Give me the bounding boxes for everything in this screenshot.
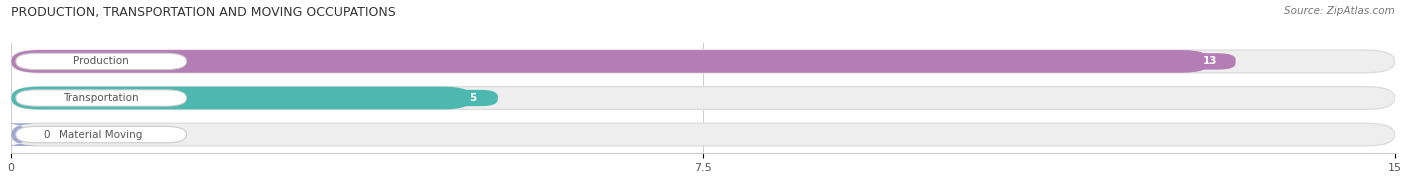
FancyBboxPatch shape xyxy=(1185,53,1236,70)
FancyBboxPatch shape xyxy=(15,90,187,106)
Text: Transportation: Transportation xyxy=(63,93,139,103)
FancyBboxPatch shape xyxy=(15,126,187,143)
FancyBboxPatch shape xyxy=(15,53,187,70)
FancyBboxPatch shape xyxy=(11,50,1211,73)
FancyBboxPatch shape xyxy=(0,123,39,146)
Text: Material Moving: Material Moving xyxy=(59,130,143,140)
FancyBboxPatch shape xyxy=(11,123,1395,146)
FancyBboxPatch shape xyxy=(11,87,1395,109)
FancyBboxPatch shape xyxy=(447,90,498,106)
FancyBboxPatch shape xyxy=(11,50,1395,73)
Text: 13: 13 xyxy=(1204,56,1218,66)
FancyBboxPatch shape xyxy=(11,87,472,109)
Text: Source: ZipAtlas.com: Source: ZipAtlas.com xyxy=(1284,6,1395,16)
Text: 5: 5 xyxy=(468,93,477,103)
Text: 0: 0 xyxy=(44,130,51,140)
Text: PRODUCTION, TRANSPORTATION AND MOVING OCCUPATIONS: PRODUCTION, TRANSPORTATION AND MOVING OC… xyxy=(11,6,396,19)
Text: Production: Production xyxy=(73,56,129,66)
